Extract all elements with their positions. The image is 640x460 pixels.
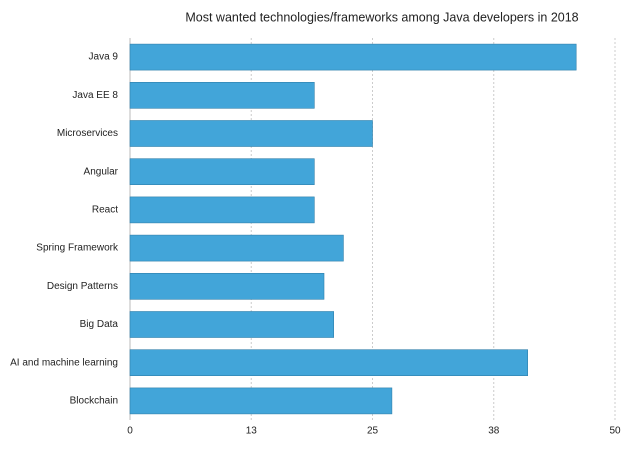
bar [129,234,344,262]
bar [129,120,373,147]
x-tick-label: 38 [488,426,500,437]
y-tick-label: React [92,205,118,216]
y-tick-label: Blockchain [70,396,118,407]
bar [129,82,315,109]
x-tick-label: 50 [609,426,621,437]
y-tick-label: Java 9 [89,52,119,63]
y-tick-label: Spring Framework [36,243,119,254]
x-tick-label: 13 [246,426,258,437]
bar [129,196,315,224]
y-tick-label: Big Data [80,319,119,330]
bar [129,311,334,338]
y-tick-label: Design Patterns [47,281,118,292]
x-tick-label: 25 [367,426,379,437]
bar [129,349,529,377]
x-tick-label: 0 [127,426,133,437]
bar [129,387,393,415]
chart-title: Most wanted technologies/frameworks amon… [185,10,578,24]
y-tick-label: Angular [84,166,119,177]
bar [129,272,325,300]
y-tick-label: Java EE 8 [72,90,118,101]
y-tick-label: Microservices [57,128,118,139]
y-tick-label: AI and machine learning [10,357,118,368]
bar [129,43,577,71]
bar [129,158,315,185]
